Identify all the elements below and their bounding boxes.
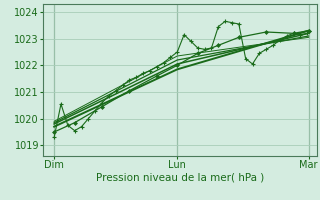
X-axis label: Pression niveau de la mer( hPa ): Pression niveau de la mer( hPa ) [96, 173, 264, 183]
